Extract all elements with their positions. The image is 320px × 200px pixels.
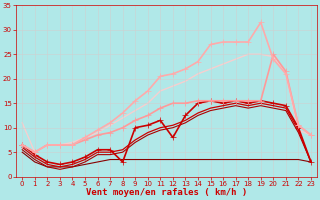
X-axis label: Vent moyen/en rafales ( km/h ): Vent moyen/en rafales ( km/h )	[86, 188, 247, 197]
